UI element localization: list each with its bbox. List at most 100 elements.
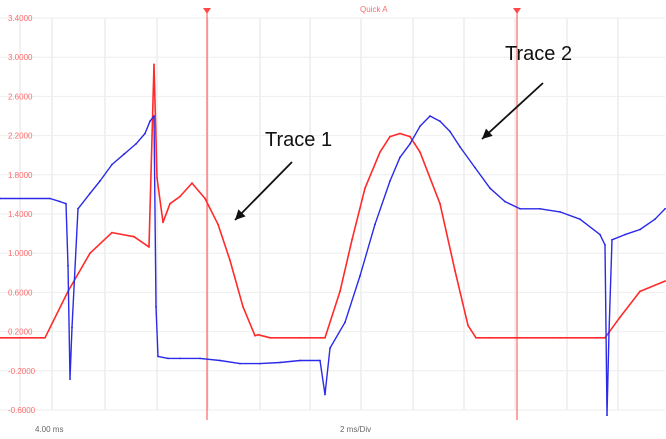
y-tick-label-9: -0.2000 xyxy=(8,367,36,376)
trace-2-point-24 xyxy=(279,361,281,364)
trace-1-point-22 xyxy=(339,290,341,293)
cursor-marker-0 xyxy=(203,8,211,14)
trace-2-point-7 xyxy=(77,207,79,210)
trace-1-label: Trace 1 xyxy=(265,129,332,151)
trace-2-point-13 xyxy=(144,132,146,135)
trace-1-point-17 xyxy=(254,334,256,337)
trace-1-point-29 xyxy=(419,151,421,154)
trace-1-point-36 xyxy=(559,336,561,339)
trace-1-point-10 xyxy=(169,202,171,205)
y-tick-label-6: 1.0000 xyxy=(8,249,33,258)
y-tick-label-2: 2.6000 xyxy=(8,92,33,101)
trace-1-point-33 xyxy=(475,336,477,339)
trace-2-point-20 xyxy=(199,357,201,360)
trace-2-point-4 xyxy=(67,264,69,267)
trace-1-point-28 xyxy=(409,135,411,138)
grid-layer xyxy=(0,17,665,411)
trace-1-point-25 xyxy=(379,151,381,154)
trace-2-point-54 xyxy=(654,218,656,221)
trace-1-arrow-head xyxy=(235,209,246,220)
trace-2-point-48 xyxy=(604,244,606,246)
trace-1-point-38 xyxy=(619,316,621,319)
trace-2-point-2 xyxy=(59,200,61,203)
trace-2-point-49 xyxy=(606,414,608,417)
trace-1-point-7 xyxy=(153,63,155,66)
trace-2-line xyxy=(0,115,666,416)
trace-2-point-38 xyxy=(449,130,451,133)
trace-2-point-22 xyxy=(239,362,241,365)
trace-2-point-35 xyxy=(419,125,421,128)
trace-2-point-33 xyxy=(399,156,401,159)
trace-1-point-24 xyxy=(364,187,366,190)
trace-1-point-9 xyxy=(162,221,164,224)
trace-2-point-5 xyxy=(69,378,71,380)
trace-2-point-1 xyxy=(49,197,51,200)
trace-1-point-35 xyxy=(519,336,521,339)
trace-1-point-30 xyxy=(439,202,441,205)
trace-1-point-3 xyxy=(89,252,91,255)
tick-layer: 3.4000 3.0000 2.6000 2.2000 1.8000 1.4000 1.00… xyxy=(8,14,36,415)
trace-2-point-25 xyxy=(299,359,301,362)
trace-2-point-8 xyxy=(89,192,91,195)
trace-1-point-39 xyxy=(639,290,641,293)
trace-2-point-23 xyxy=(259,362,261,365)
y-tick-label-5: 1.4000 xyxy=(8,210,33,219)
trace-2-point-17 xyxy=(157,355,159,358)
trace-2-point-53 xyxy=(639,228,641,231)
trace-1-arrow-line xyxy=(234,161,293,221)
trace-2-point-40 xyxy=(474,166,476,169)
trace-1-point-8 xyxy=(156,177,158,179)
y-tick-label-1: 3.0000 xyxy=(8,53,33,62)
bottom-label-center: 2 ms/Div xyxy=(340,425,371,434)
trace-2-point-43 xyxy=(519,207,521,210)
trace-1-point-32 xyxy=(467,324,469,327)
trace-2-point-12 xyxy=(135,143,137,145)
trace-1-point-0 xyxy=(0,336,1,339)
trace-2-point-27 xyxy=(324,393,326,396)
y-tick-label-4: 1.8000 xyxy=(8,171,33,180)
trace-2-point-32 xyxy=(389,180,391,182)
trace-2-point-45 xyxy=(559,211,561,213)
trace-2-point-42 xyxy=(504,200,506,203)
trace-1-point-31 xyxy=(454,269,456,272)
cursor-marker-1 xyxy=(513,8,521,14)
trace-2-point-39 xyxy=(459,146,461,148)
trace-1-point-11 xyxy=(179,195,181,198)
cursor-layer xyxy=(203,8,521,420)
trace-2-point-14 xyxy=(149,120,151,123)
trace-2-point-11 xyxy=(123,153,125,156)
trace-1-point-34 xyxy=(489,336,491,339)
trace-1-point-21 xyxy=(324,336,326,339)
trace-2-point-37 xyxy=(439,120,441,123)
trace-1-point-1 xyxy=(44,336,46,339)
trace-2-point-41 xyxy=(489,187,491,190)
trace-2-point-6 xyxy=(71,326,73,329)
trace-2-point-51 xyxy=(611,238,613,241)
y-tick-label-7: 0.6000 xyxy=(8,288,33,297)
y-tick-label-3: 2.2000 xyxy=(8,132,33,141)
trace-2-point-31 xyxy=(374,223,376,226)
trace-1-point-23 xyxy=(351,238,353,241)
trace-1-point-40 xyxy=(664,280,666,282)
trace-2-arrow-line xyxy=(481,82,544,140)
trace-2-point-36 xyxy=(429,115,431,117)
trace-2-point-28 xyxy=(329,347,331,349)
trace-2-label: Trace 2 xyxy=(505,43,572,65)
trace-2-point-0 xyxy=(0,197,1,200)
y-tick-label-0: 3.4000 xyxy=(8,14,33,23)
trace-2-point-44 xyxy=(539,207,541,210)
trace-2-point-46 xyxy=(579,218,581,221)
trace-2-point-9 xyxy=(99,180,101,182)
trace-2-point-34 xyxy=(409,143,411,145)
trace-2-point-26 xyxy=(319,359,321,362)
trace-2-point-16 xyxy=(155,305,157,308)
y-tick-label-8: 0.2000 xyxy=(8,328,33,337)
series-layer xyxy=(0,63,666,417)
trace-1-point-5 xyxy=(133,235,135,238)
trace-1-point-15 xyxy=(229,259,231,262)
trace-2-point-18 xyxy=(167,357,169,360)
annotation-layer: Trace 1 Trace 2 xyxy=(234,43,572,221)
trace-1-point-16 xyxy=(242,305,244,308)
